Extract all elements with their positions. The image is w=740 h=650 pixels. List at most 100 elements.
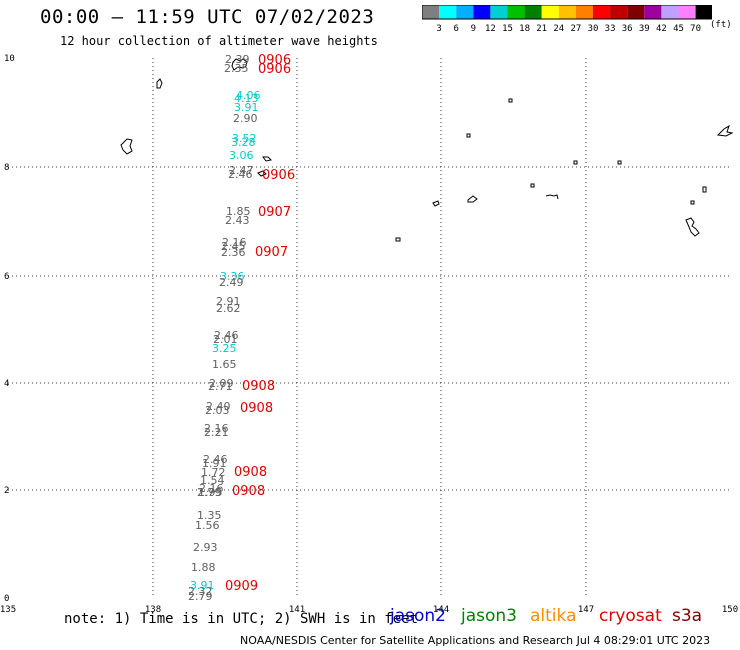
wave-height-value: 2.43: [225, 214, 250, 227]
wave-height-value: 2.45: [221, 240, 246, 253]
colorbar-label: 21: [536, 24, 547, 34]
y-tick-label: 6: [4, 272, 9, 282]
footer-note: note: 1) Time is in UTC; 2) SWH is in fe…: [64, 611, 419, 627]
wave-height-value: 2.32: [188, 585, 213, 598]
island-outlines: [120, 58, 734, 242]
colorbar-swatch: [575, 5, 593, 19]
colorbar-swatch: [524, 5, 542, 19]
colorbar-label: 6: [453, 24, 458, 34]
colorbar-unit-label: (ft): [710, 20, 732, 30]
colorbar-label: 3: [436, 24, 441, 34]
wave-height-value: 2.36: [221, 246, 246, 259]
colorbar-swatch: [610, 5, 628, 19]
wave-height-value: 2.91: [216, 295, 241, 308]
wave-height-observations: 2.392.354.064.133.912.903.523.283.062.47…: [188, 53, 261, 603]
wave-height-value: 4.06: [236, 89, 261, 102]
wave-height-value: 1.56: [195, 519, 220, 532]
island-outline: [716, 124, 734, 137]
wave-height-value: 3.91: [190, 579, 215, 592]
satellite-legend-jason2: jason2: [390, 606, 446, 626]
colorbar-label: 12: [485, 24, 496, 34]
page-title: 00:00 – 11:59 UTC 07/02/2023: [40, 6, 375, 28]
island-outline: [432, 200, 440, 207]
pass-time-label: 0906: [258, 62, 291, 77]
colorbar-label: 9: [471, 24, 476, 34]
colorbar-label: 36: [622, 24, 633, 34]
pass-time-label: 0908: [242, 379, 275, 394]
wave-height-value: 1.95: [198, 486, 223, 499]
satellite-legend-jason3: jason3: [461, 606, 517, 626]
pass-time-label: 0909: [225, 579, 258, 594]
island-outline: [573, 160, 578, 165]
y-tick-label: 2: [4, 486, 9, 496]
island-outline: [257, 170, 267, 177]
colorbar-swatch: [439, 5, 457, 19]
island-outline: [395, 237, 401, 242]
y-tick-label: 10: [4, 54, 15, 64]
y-tick-label: 0: [4, 594, 9, 604]
x-tick-label: 138: [145, 605, 161, 615]
wave-height-value: 2.49: [219, 276, 244, 289]
satellite-legend-cryosat: cryosat: [599, 606, 662, 626]
map-axis-ticks: 135 138 141 144 147 150 0 2 4 6 8 10: [0, 54, 738, 615]
colorbar-swatch: [507, 5, 525, 19]
wave-height-value: 1.85: [226, 205, 251, 218]
colorbar-swatch: [541, 5, 559, 19]
colorbar-swatch: [490, 5, 508, 19]
satellite-legend-altika: altika: [530, 606, 577, 626]
colorbar-swatch: [678, 5, 696, 19]
pass-time-label: 0906: [262, 168, 295, 183]
island-outline: [467, 195, 478, 203]
colorbar-label: 45: [673, 24, 684, 34]
wave-height-value: 3.36: [220, 270, 245, 283]
wave-height-value: 3.52: [232, 132, 257, 145]
wave-height-value: 2.46: [214, 329, 239, 342]
wave-height-value: 2.16: [199, 482, 224, 495]
island-outline: [231, 58, 248, 71]
colorbar-swatch: [473, 5, 491, 19]
x-tick-label: 147: [578, 605, 594, 615]
island-outline: [466, 133, 471, 138]
wave-height-value: 1.54: [200, 474, 225, 487]
wave-height-value: 1.35: [197, 509, 222, 522]
wave-height-value: 2.47: [229, 164, 254, 177]
colorbar-label: 33: [605, 24, 616, 34]
wave-height-value: 2.21: [204, 426, 229, 439]
island-outline: [262, 156, 273, 162]
map-gridlines: [8, 58, 730, 598]
wave-height-value: 1.91: [202, 457, 227, 470]
island-outline: [685, 217, 700, 237]
colorbar-label: 39: [639, 24, 650, 34]
wave-height-value: 2.79: [188, 590, 213, 603]
colorbar-label: 70: [690, 24, 701, 34]
wave-height-value: 2.40: [206, 400, 231, 413]
colorbar-swatch: [644, 5, 662, 19]
colorbar-label: 24: [553, 24, 564, 34]
wave-height-value: 1.72: [201, 466, 226, 479]
wave-height-value: 2.46: [203, 453, 228, 466]
pass-time-label: 0906: [258, 53, 291, 68]
wave-height-value: 2.71: [208, 380, 233, 393]
colorbar-label: 18: [519, 24, 530, 34]
wave-height-value: 2.09: [209, 377, 234, 390]
wave-height-value: 2.90: [233, 112, 258, 125]
wave-height-value: 2.01: [213, 333, 238, 346]
colorbar-label: 15: [502, 24, 513, 34]
pass-time-label: 0908: [240, 401, 273, 416]
wave-height-colorbar: 3 6 9 12 15 18 21 24 27 30 33 36 39 42 45 70: [422, 5, 712, 34]
wave-height-value: 3.06: [229, 149, 254, 162]
footer-credit: NOAA/NESDIS Center for Satellite Applica…: [240, 634, 711, 647]
x-tick-label: 144: [433, 605, 449, 615]
x-tick-label: 141: [289, 605, 305, 615]
wave-height-value: 2.62: [216, 302, 241, 315]
colorbar-label: 42: [656, 24, 667, 34]
colorbar-label: 30: [588, 24, 599, 34]
colorbar-label: 27: [570, 24, 581, 34]
island-outline: [530, 183, 535, 188]
island-outline: [690, 200, 695, 205]
page-subtitle: 12 hour collection of altimeter wave hei…: [60, 34, 378, 48]
colorbar-swatch: [422, 5, 440, 19]
wave-height-value: 2.03: [205, 404, 230, 417]
island-outline: [702, 186, 707, 193]
